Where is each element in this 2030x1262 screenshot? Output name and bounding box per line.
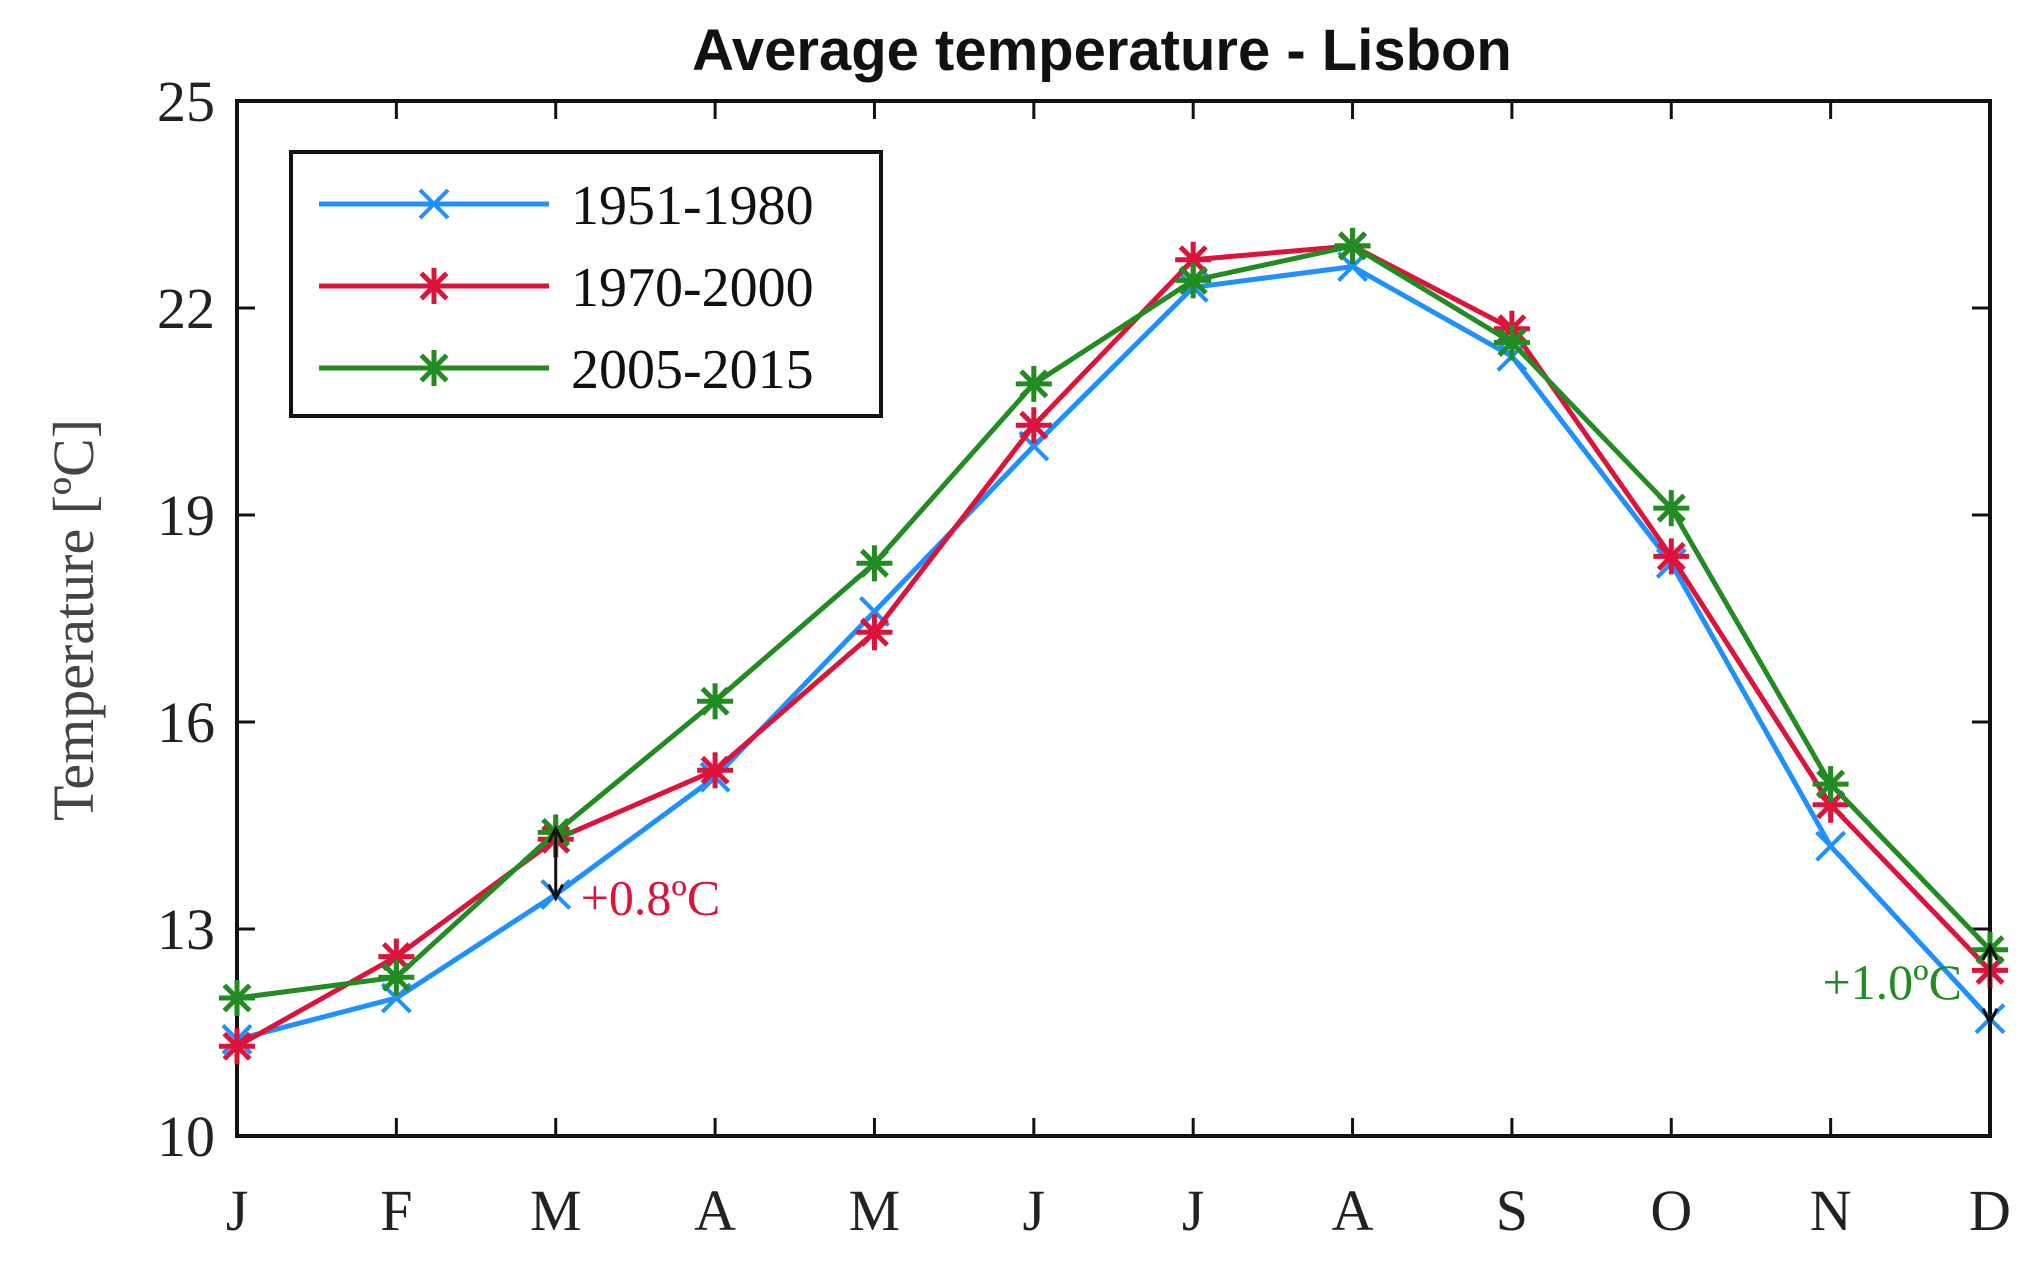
plot-frame	[235, 99, 1992, 1138]
chart-title: Average temperature - Lisbon	[692, 18, 1512, 83]
y-axis-label: Temperature [ºC]	[41, 419, 106, 821]
legend-box	[289, 150, 883, 418]
annotation-arrowhead-up	[1981, 942, 1999, 961]
legend-label: 2005-2015	[571, 339, 814, 401]
data-point	[697, 752, 734, 789]
legend: 1951-1980 1970-2000 2005-2015	[289, 150, 883, 418]
x-tick-label: O	[1650, 1178, 1692, 1243]
annotation-arrowhead-down	[547, 883, 565, 902]
data-point	[1175, 262, 1212, 299]
annotation-arrowhead-up	[547, 825, 565, 844]
data-point	[1653, 538, 1690, 575]
plot-area: 10 13 16 19 22 25 J F M A M J J A S O N D +0.8ºC +1.0ºC	[157, 69, 2011, 1243]
data-point	[1015, 407, 1052, 444]
data-point	[856, 614, 893, 651]
y-tick-label: 10	[157, 1104, 215, 1169]
y-tick-label: 22	[157, 276, 215, 341]
data-point	[378, 959, 415, 996]
legend-label: 1970-2000	[571, 257, 814, 319]
y-tick-label: 19	[157, 483, 215, 548]
x-tick-label: J	[1182, 1178, 1205, 1243]
y-tick-label: 13	[157, 897, 215, 962]
data-point	[697, 683, 734, 720]
data-point	[1015, 365, 1052, 402]
legend-marker	[416, 268, 452, 304]
data-point	[1812, 766, 1849, 803]
x-tick-label: J	[226, 1178, 249, 1243]
y-tick-label: 16	[157, 690, 215, 755]
data-point	[1493, 324, 1530, 361]
data-point	[1815, 830, 1847, 862]
data-point	[219, 980, 255, 1016]
annotation-label: +0.8ºC	[581, 870, 721, 926]
annotation-arrowhead-down	[1981, 1008, 1999, 1027]
x-tick-label: S	[1496, 1178, 1528, 1243]
x-tick-label: A	[694, 1178, 736, 1243]
x-tick-label: D	[1969, 1178, 2011, 1243]
data-point	[1653, 490, 1690, 527]
series-line-2005-2015	[236, 243, 1992, 1001]
data-point	[856, 545, 893, 582]
legend-marker	[418, 188, 450, 220]
difference-annotation: +1.0ºC	[1822, 942, 1999, 1027]
difference-annotation: +0.8ºC	[547, 825, 721, 926]
x-tick-label: M	[530, 1178, 582, 1243]
data-point	[219, 1028, 255, 1065]
legend-marker	[416, 350, 452, 386]
x-tick-label: M	[849, 1178, 901, 1243]
x-tick-label: J	[1023, 1178, 1046, 1243]
legend-label: 1951-1980	[571, 175, 814, 237]
series-line-1951-1980	[236, 264, 1992, 1042]
x-tick-label: A	[1332, 1178, 1374, 1243]
data-point	[1334, 227, 1371, 264]
y-tick-label: 25	[157, 69, 215, 134]
x-tick-label: F	[380, 1178, 412, 1243]
x-tick-label: N	[1810, 1178, 1852, 1243]
annotation-label: +1.0ºC	[1822, 954, 1962, 1010]
